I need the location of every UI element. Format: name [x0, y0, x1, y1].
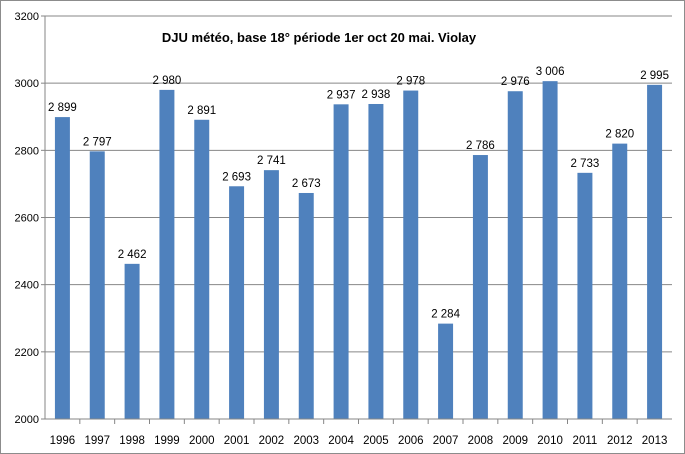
data-label: 2 937 — [327, 89, 356, 101]
data-label: 2 995 — [640, 70, 669, 82]
bar — [542, 81, 558, 419]
bar — [229, 186, 245, 419]
bar — [612, 143, 628, 419]
y-tick-label: 2400 — [15, 280, 39, 292]
bar — [577, 172, 593, 419]
bar — [472, 155, 488, 419]
data-label: 2 899 — [48, 102, 77, 114]
x-tick-label: 2008 — [468, 435, 494, 447]
data-label: 2 797 — [83, 136, 112, 148]
data-label: 2 978 — [396, 76, 425, 88]
x-tick-label: 2013 — [642, 435, 668, 447]
x-tick-label: 1997 — [84, 435, 110, 447]
bar — [507, 91, 523, 419]
x-tick-label: 2011 — [573, 435, 598, 447]
x-tick-label: 2007 — [433, 435, 459, 447]
data-label: 2 820 — [605, 129, 634, 141]
x-tick-label: 1996 — [50, 435, 76, 447]
bar — [333, 104, 349, 420]
x-tick-label: 2010 — [537, 435, 563, 447]
chart-title: DJU météo, base 18° période 1er oct 20 m… — [161, 30, 477, 45]
x-tick-label: 2005 — [363, 435, 389, 447]
x-tick-label: 2006 — [398, 435, 424, 447]
x-tick-label: 2000 — [189, 435, 215, 447]
y-tick-label: 2600 — [15, 213, 39, 225]
x-tick-label: 1998 — [119, 435, 145, 447]
data-label: 2 673 — [292, 178, 321, 190]
y-tick-label: 2000 — [15, 414, 39, 426]
x-tick-label: 2003 — [293, 435, 319, 447]
bar — [194, 119, 210, 420]
data-label: 2 733 — [571, 158, 600, 170]
x-tick-label: 2012 — [607, 435, 633, 447]
bar — [159, 89, 175, 419]
data-label: 3 006 — [536, 66, 565, 78]
x-tick-label: 2002 — [259, 435, 285, 447]
data-label: 2 741 — [257, 155, 286, 167]
bar — [89, 151, 105, 420]
bar — [54, 117, 70, 420]
data-label: 2 980 — [153, 75, 182, 87]
bar — [298, 192, 314, 419]
bar — [647, 84, 663, 420]
bar — [438, 323, 454, 419]
x-tick-label: 1999 — [154, 435, 180, 447]
bar — [403, 90, 419, 420]
x-tick-label: 2009 — [502, 435, 528, 447]
bar — [263, 170, 279, 419]
data-label: 2 284 — [431, 309, 460, 321]
data-label: 2 462 — [118, 249, 147, 261]
x-tick-label: 2001 — [224, 435, 250, 447]
data-label: 2 891 — [187, 105, 216, 117]
data-label: 2 976 — [501, 76, 530, 88]
x-tick-label: 2004 — [328, 435, 354, 447]
data-label: 2 938 — [362, 89, 391, 101]
data-label: 2 693 — [222, 171, 251, 183]
data-label: 2 786 — [466, 140, 495, 152]
y-tick-label: 3200 — [15, 11, 39, 23]
y-tick-label: 2200 — [15, 347, 39, 359]
bar — [124, 263, 140, 419]
bar — [368, 103, 384, 419]
y-tick-label: 3000 — [15, 78, 39, 90]
y-tick-label: 2800 — [15, 145, 39, 157]
